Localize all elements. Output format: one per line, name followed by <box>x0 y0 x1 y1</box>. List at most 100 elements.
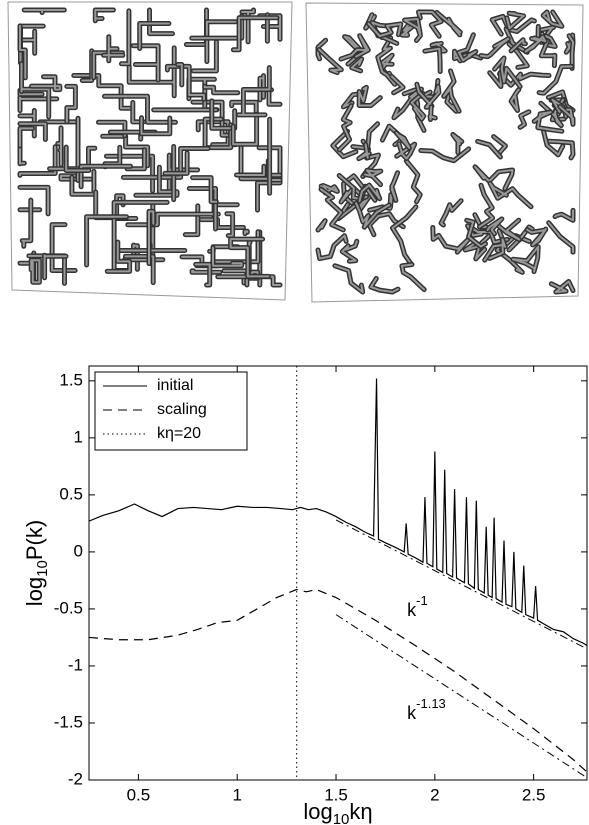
y-tick-label: 1 <box>74 427 83 446</box>
y-tick-label: 0.5 <box>59 484 83 503</box>
vortex-tube-highlight <box>445 91 458 113</box>
vortex-tube-highlight <box>120 9 130 65</box>
vortex-tube-highlight <box>192 101 232 137</box>
vortex-tube-highlight <box>479 37 510 58</box>
vortex-tube-highlight <box>65 85 77 123</box>
vortex-tube-highlight <box>19 24 27 79</box>
vortex-tube-highlight <box>72 74 134 110</box>
vortex-tube-highlight <box>550 280 574 293</box>
vortex-tube-highlight <box>105 155 154 192</box>
vortex-tube-highlight <box>192 40 218 72</box>
vortex-tube-highlight <box>403 88 425 132</box>
y-tick-label: 1.5 <box>59 370 83 389</box>
vortex-tube-highlight <box>405 159 422 203</box>
vortex-tube-highlight <box>317 234 348 260</box>
vortex-tube-highlight <box>390 171 399 202</box>
power-law-label: k-1.13 <box>407 696 446 722</box>
vortex-tube-highlight <box>442 69 461 113</box>
base: k <box>407 703 417 723</box>
vortex-tube-highlight <box>505 12 525 30</box>
vortex-tube-highlight <box>51 223 77 272</box>
vortex-tube-highlight <box>23 9 66 14</box>
vortex-tube-highlight <box>80 165 132 188</box>
vortex-tube-highlight <box>547 221 574 254</box>
vortex-tube <box>356 84 383 108</box>
box-outline <box>7 1 293 301</box>
vortex-tube-highlight <box>43 254 67 279</box>
x-label-rest: kη <box>349 799 372 824</box>
vortex-tube-highlight <box>190 14 243 40</box>
vortex-tube-highlight <box>30 75 61 91</box>
legend-box <box>94 371 248 451</box>
vortex-tube-highlight <box>358 184 381 203</box>
vortex-tube-highlight <box>333 264 364 293</box>
vortex-tube-highlight <box>168 154 199 196</box>
power-law-line <box>335 519 587 650</box>
vortex-tube-highlight <box>486 217 503 235</box>
x-tick-label: 0.5 <box>127 785 151 804</box>
vortex-tube-highlight <box>56 126 62 166</box>
vortex-tube-highlight <box>148 210 155 265</box>
exponent: -1.13 <box>416 696 446 711</box>
vortex-tube-highlight <box>493 57 522 88</box>
vortex-tube <box>189 13 245 41</box>
box-outline <box>305 2 584 303</box>
vortex-tube-highlight <box>65 146 90 172</box>
vortex-tube-highlight <box>232 16 278 51</box>
vortex-tube-highlight <box>568 34 574 70</box>
vortex-tube-highlight <box>558 105 574 126</box>
vortex-tube-highlight <box>533 111 563 133</box>
vortex-tube-highlight <box>363 169 382 186</box>
vortex-tube-highlight <box>395 131 411 149</box>
vortex-tube-highlight <box>435 11 462 36</box>
y-tick-label: 0 <box>74 541 83 560</box>
vortex-tube-highlight <box>355 202 391 229</box>
x-tick-label: 1 <box>232 785 241 804</box>
vortex-tube-highlight <box>542 11 563 28</box>
render-panels <box>7 1 584 303</box>
vortex-tube-highlight <box>19 186 50 215</box>
vortex-tube-highlight <box>191 176 218 203</box>
y-label-base: log <box>22 577 47 606</box>
vortex-tube-highlight <box>512 245 540 273</box>
vortex-tube <box>204 19 238 65</box>
plot-frame <box>88 365 588 781</box>
vortex-tube-highlight <box>498 72 550 87</box>
vortex-tube-highlight <box>48 147 96 170</box>
vortex-tube-highlight <box>519 110 530 129</box>
vortex-tube-highlight <box>19 95 58 112</box>
series-line <box>89 378 587 646</box>
y-tick-label: -0.5 <box>54 598 83 617</box>
vortex-tube-highlight <box>376 36 396 86</box>
x-tick-label: 2.5 <box>522 785 546 804</box>
vortex-tube-highlight <box>256 146 281 212</box>
y-tick-label: -2 <box>68 769 83 788</box>
vortex-tube-highlight <box>401 20 417 37</box>
vortex-tube-highlight <box>94 9 115 22</box>
vortex-tube-highlight <box>429 105 437 121</box>
legend-label: scaling <box>157 401 207 418</box>
vortex-tube-highlight <box>320 188 345 231</box>
vortex-tube-highlight <box>92 51 124 79</box>
vortex-tube-highlight <box>134 166 178 197</box>
y-tick-label: -1.5 <box>54 712 83 731</box>
vortex-tube-highlight <box>131 101 145 123</box>
vortex-tube-highlight <box>368 212 405 236</box>
vortex-tube-highlight <box>476 140 502 158</box>
vortex-tube-highlight <box>451 133 463 154</box>
x-tick-label: 1.5 <box>324 785 348 804</box>
vortex-tube-highlight <box>103 95 177 124</box>
vortex-tube-highlight <box>338 104 353 151</box>
vortex-tube <box>422 46 443 74</box>
base: k <box>407 600 417 620</box>
vortex-tube-highlight <box>340 34 370 60</box>
vortex-tube-highlight <box>526 228 547 246</box>
vortex-tube <box>536 63 575 96</box>
vortex-tube <box>19 197 34 249</box>
vortex-tube-highlight <box>483 238 507 262</box>
vortex-tube-highlight <box>205 20 237 63</box>
vortex-tube-highlight <box>510 38 527 52</box>
vortex-tube-highlight <box>85 215 128 266</box>
plot-area <box>89 366 587 780</box>
